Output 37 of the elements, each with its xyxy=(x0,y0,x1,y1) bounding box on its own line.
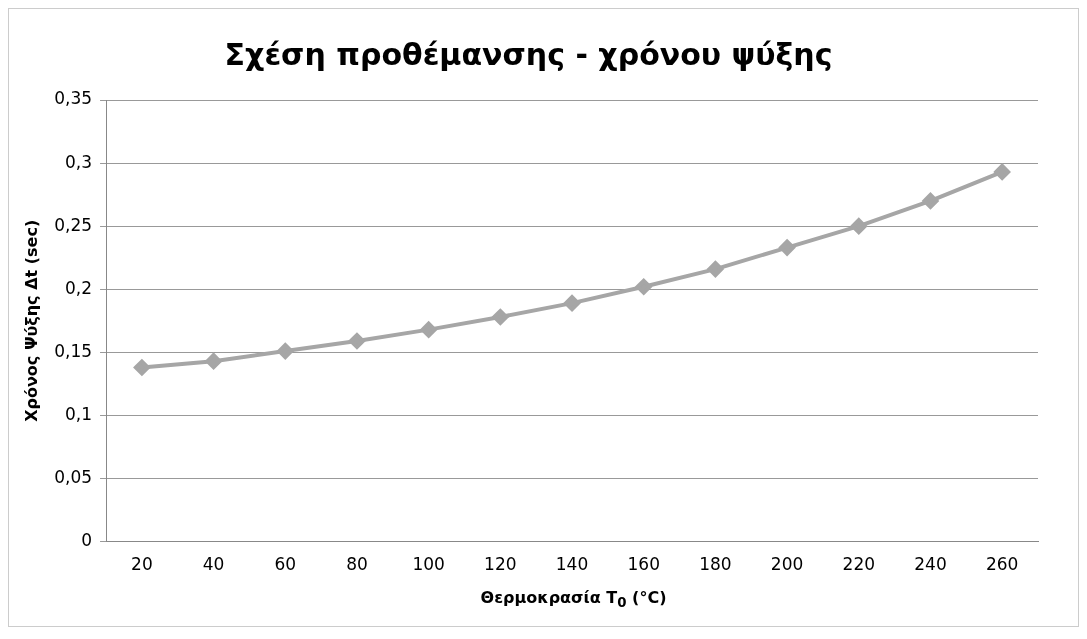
x-tick-label: 160 xyxy=(627,554,660,575)
y-tick-label: 0,35 xyxy=(54,88,93,109)
x-tick-label: 60 xyxy=(274,554,297,575)
y-tick-label: 0,15 xyxy=(54,340,93,361)
y-tick-label: 0,3 xyxy=(65,151,93,172)
point xyxy=(277,343,294,360)
point xyxy=(850,218,867,235)
point xyxy=(205,353,222,370)
x-tick-label: 220 xyxy=(842,554,876,575)
point xyxy=(922,192,939,209)
point xyxy=(564,295,581,312)
point xyxy=(420,321,437,338)
x-tick-label: 240 xyxy=(914,554,947,575)
x-tick-label: 80 xyxy=(346,554,368,575)
y-tick-label: 0 xyxy=(81,530,93,551)
y-tick-label: 0,2 xyxy=(65,277,93,298)
y-tick-label: 0,05 xyxy=(54,466,93,487)
x-tick-label: 200 xyxy=(770,554,804,575)
x-tick-label: 180 xyxy=(699,554,732,575)
point xyxy=(707,261,724,278)
x-tick-label: 100 xyxy=(412,554,445,575)
x-tick-label: 120 xyxy=(484,554,517,575)
y-axis-title: Χρόνος Ψύξης Δt (sec) xyxy=(21,219,41,422)
x-tick-label: 140 xyxy=(555,554,589,575)
y-tick-label: 0,25 xyxy=(54,214,93,235)
x-tick-label: 40 xyxy=(202,554,225,575)
point xyxy=(348,332,365,349)
x-tick-label: 260 xyxy=(985,554,1019,575)
x-tick-label: 20 xyxy=(131,554,153,575)
point xyxy=(779,239,796,256)
point xyxy=(635,278,652,295)
point xyxy=(994,163,1011,180)
y-tick-label: 0,1 xyxy=(65,403,93,424)
chart-title: Σχέση προθέμανσης - χρόνου ψύξης xyxy=(224,36,833,72)
x-axis-title: Θερμοκρασία T$_{0}$ (°C) xyxy=(479,587,668,613)
point xyxy=(133,359,150,376)
point xyxy=(492,309,509,326)
